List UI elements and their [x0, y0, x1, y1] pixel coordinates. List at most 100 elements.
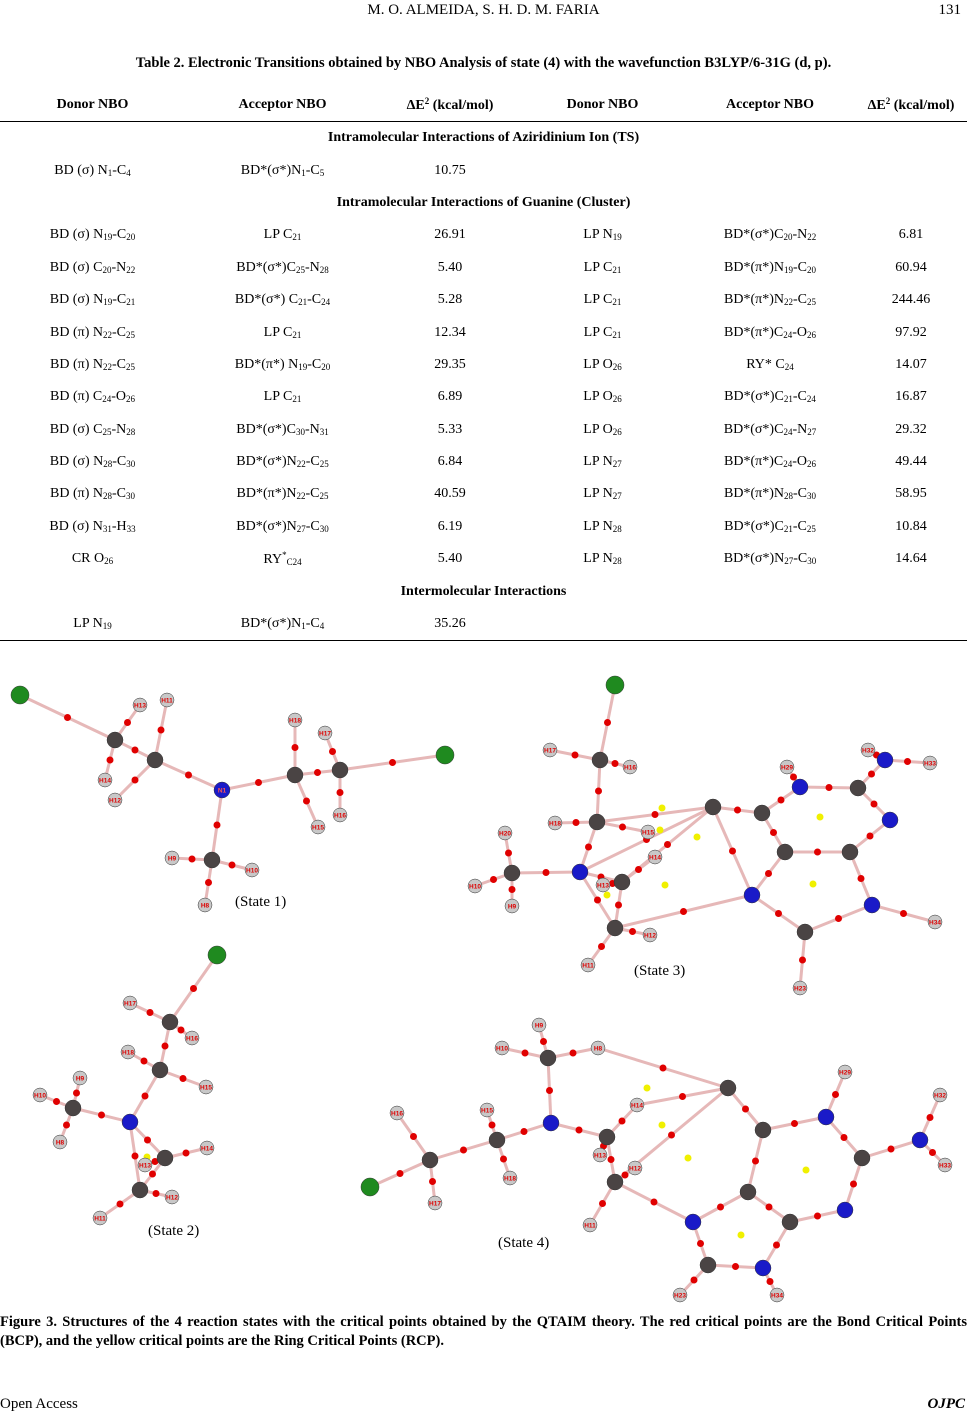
bond-critical-point: [213, 821, 221, 829]
bond-critical-point: [144, 1136, 151, 1144]
atom-h: [52, 1134, 68, 1150]
atom-c: [699, 1256, 717, 1274]
atom-n: [863, 896, 881, 914]
table-cell: 10.84: [895, 518, 927, 534]
table-cell: BD*(σ*)C21-C24: [724, 389, 816, 405]
atom-label: H15: [312, 825, 324, 832]
atom-c: [753, 804, 771, 822]
atom-h: [837, 1064, 853, 1080]
state-label: (State 1): [235, 894, 286, 910]
atom-c: [606, 1173, 624, 1191]
bond-critical-point: [604, 719, 611, 726]
atom-label: H33: [939, 1163, 951, 1170]
atom-n: [876, 751, 894, 769]
atom-h: [197, 897, 213, 913]
table-cell: 58.95: [895, 486, 927, 502]
atom-h: [92, 1210, 108, 1226]
table-cell: BD*(π*) N19-C20: [234, 356, 331, 372]
atom-h: [504, 898, 520, 914]
bond-critical-point: [599, 1200, 606, 1207]
bond-critical-point: [255, 779, 262, 786]
atom-cl: [435, 745, 455, 765]
atom-h: [120, 1044, 136, 1060]
table-cell: 26.91: [434, 227, 466, 243]
bond-critical-point: [611, 760, 619, 767]
running-head: M. O. ALMEIDA, S. H. D. M. FARIA: [367, 2, 600, 18]
bond-critical-point: [179, 1075, 187, 1082]
atom-h: [159, 692, 175, 708]
table-cell: BD*(σ*)N1-C4: [185, 607, 380, 642]
footer-open-access: Open Access: [0, 1396, 78, 1412]
atom-label: H32: [862, 748, 874, 755]
table-cell: BD*(σ*)N27-C30: [723, 551, 817, 567]
atom-label: H16: [334, 813, 346, 820]
column-header: Acceptor NBO: [685, 88, 855, 122]
bond-critical-point: [521, 1049, 529, 1057]
bond-critical-point: [146, 1009, 154, 1016]
bond-critical-point: [680, 908, 687, 915]
table-cell: LP N19: [583, 227, 622, 243]
atom-label: H11: [161, 698, 173, 705]
atom-c: [613, 873, 631, 891]
table-row: LP N19 BD*(σ*)N1-C4 35.26: [0, 607, 967, 642]
atom-n: [836, 1201, 854, 1219]
footer-journal: OJPC: [927, 1396, 966, 1412]
bond-critical-point: [840, 1134, 848, 1141]
atom-c: [704, 798, 722, 816]
atom-label: H9: [168, 856, 177, 863]
atom-h: [132, 697, 148, 713]
atom-label: H14: [631, 1103, 643, 1110]
bond-critical-point: [717, 1203, 724, 1211]
bond-critical-point: [598, 943, 605, 950]
bond-critical-point: [571, 751, 579, 759]
atom-label: H8: [56, 1140, 65, 1147]
nbo-table: Donor NBO Acceptor NBO ΔE2 (kcal/mol) Donor…: [0, 88, 967, 642]
bond-critical-point: [765, 1203, 773, 1211]
bond-critical-point: [157, 726, 165, 734]
bond-critical-point: [303, 797, 310, 805]
bond-critical-point: [790, 773, 797, 781]
bond-critical-point: [389, 759, 396, 766]
bond-critical-point: [410, 1133, 417, 1140]
atom-cl: [605, 675, 625, 695]
table-cell: 5.33: [437, 421, 463, 437]
bond-critical-point: [124, 719, 131, 726]
bond-critical-point: [149, 1170, 156, 1178]
atom-h: [580, 957, 596, 973]
table-cell: LP O26: [583, 389, 622, 405]
atom-label: H13: [594, 1153, 606, 1160]
column-header: Acceptor NBO: [185, 88, 380, 122]
bond-critical-point: [635, 866, 642, 873]
bond-critical-point: [106, 756, 114, 764]
bond-critical-point: [887, 1145, 895, 1153]
table-cell: BD (π) C24-O26: [50, 389, 135, 405]
table-row: BD (σ) N31-H33 BD*(σ*)N27-C30 6.19 LP N28 BD…: [0, 511, 967, 543]
bond-critical-point: [734, 806, 741, 814]
table-cell: BD (π) N22-C25: [50, 324, 135, 340]
table-cell: BD (σ) C20-N22: [49, 259, 136, 275]
bond-critical-point: [460, 1146, 467, 1154]
atom-c: [203, 851, 221, 869]
bond-critical-point: [63, 1121, 70, 1129]
bond-critical-point: [508, 886, 516, 893]
atom-label: H32: [934, 1093, 946, 1100]
atom-label: H17: [429, 1201, 441, 1208]
table-cell: BD*(σ*) C21-C24: [234, 292, 331, 308]
atom-h: [244, 862, 260, 878]
table-row: BD (π) N22-C25 BD*(π*) N19-C20 29.35 LP O26…: [0, 349, 967, 381]
atom-c: [64, 1099, 82, 1117]
atom-h: [542, 742, 558, 758]
atom-h: [590, 1040, 606, 1056]
ring-critical-point: [658, 804, 666, 812]
atom-label: H14: [649, 855, 661, 862]
table-cell: LP O26: [583, 421, 622, 437]
atom-label: H11: [94, 1216, 106, 1223]
atom-c: [754, 1121, 772, 1139]
atom-c: [421, 1151, 439, 1169]
section-row: Intramolecular Interactions of Guanine (…: [0, 187, 967, 219]
atom-label: H34: [771, 1293, 783, 1300]
bond-critical-point: [575, 1126, 583, 1134]
atom-h: [332, 807, 348, 823]
bond-critical-point: [659, 1064, 667, 1072]
bond-critical-point: [857, 875, 865, 882]
